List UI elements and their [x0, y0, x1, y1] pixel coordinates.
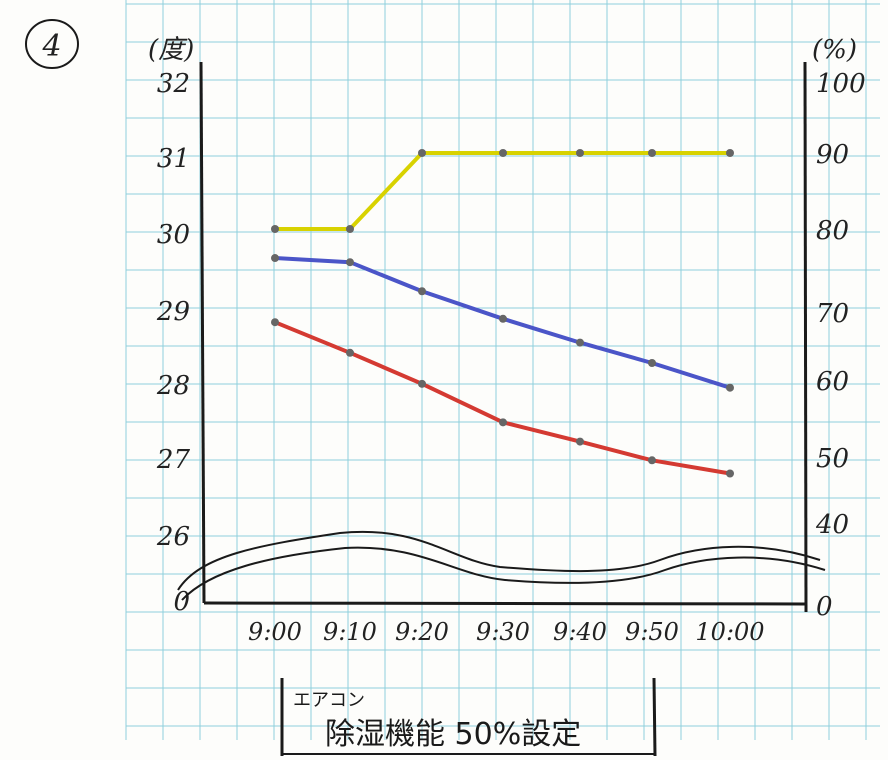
data-point-yellow: [648, 149, 656, 157]
data-point-blue: [576, 338, 584, 347]
wave-line-lower: [181, 546, 826, 601]
circled-number-badge: 4: [25, 19, 79, 69]
left-axis-tick-labels: 0 26 27 28 29 30 31 32: [156, 69, 191, 617]
series-line-red: [274, 320, 731, 476]
left-axis-line: [199, 61, 206, 604]
badge-number: 4: [41, 29, 61, 64]
caption-box: エアコン 除湿機能 50%設定: [279, 676, 657, 758]
left-tick-label: 26: [156, 522, 190, 552]
data-point-red: [576, 437, 584, 446]
data-point-yellow: [576, 149, 584, 157]
graph-paper-grid: [125, 0, 880, 740]
data-point-red: [271, 318, 279, 327]
data-point-blue: [648, 359, 656, 367]
left-tick-label: 32: [157, 69, 190, 99]
data-point-red: [418, 379, 426, 388]
right-tick-label: 80: [816, 216, 849, 246]
left-tick-label: 0: [173, 587, 190, 617]
data-point-blue: [271, 254, 279, 263]
x-tick-label: 9:10: [323, 618, 377, 646]
data-point-red: [499, 418, 507, 427]
data-point-yellow: [346, 225, 354, 233]
data-point-blue: [346, 258, 354, 267]
x-tick-label: 9:40: [553, 618, 607, 646]
left-tick-label: 29: [156, 297, 190, 327]
series-line-blue: [274, 256, 731, 390]
x-tick-label: 9:20: [395, 618, 449, 646]
data-point-red: [726, 469, 734, 478]
caption-small: エアコン: [293, 690, 365, 711]
data-point-red: [346, 348, 354, 357]
right-tick-label: 90: [816, 140, 849, 170]
data-point-blue: [726, 383, 734, 392]
right-tick-label: 0: [816, 592, 833, 622]
right-tick-label: 40: [815, 510, 849, 540]
x-tick-label: 9:50: [625, 618, 679, 646]
data-point-red: [648, 456, 656, 465]
caption-main: 除湿機能 50%設定: [325, 717, 581, 752]
right-tick-label: 100: [816, 69, 866, 99]
caption-frame: エアコン 除湿機能 50%設定: [280, 677, 657, 757]
left-axis-unit: (度): [148, 35, 194, 65]
wave-line-upper: [177, 530, 821, 591]
right-tick-label: 60: [816, 367, 849, 397]
data-point-yellow: [726, 149, 734, 157]
right-tick-label: 50: [816, 444, 849, 474]
series-layer: [271, 149, 734, 478]
series-line-yellow: [275, 151, 730, 231]
right-axis-unit: (%): [812, 35, 857, 65]
x-tick-label: 10:00: [695, 618, 764, 646]
left-tick-label: 28: [156, 371, 190, 401]
right-axis-tick-labels: 0 40 50 60 70 80 90 100: [815, 69, 866, 622]
data-point-blue: [499, 314, 507, 323]
data-point-blue: [418, 287, 426, 296]
left-tick-label: 30: [157, 220, 190, 250]
data-point-yellow: [499, 149, 507, 157]
x-tick-label: 9:30: [476, 618, 530, 646]
x-tick-label: 9:00: [248, 618, 302, 646]
right-tick-label: 70: [816, 299, 849, 329]
x-axis-line: [203, 601, 806, 606]
left-tick-label: 27: [156, 445, 191, 475]
x-axis-tick-labels: 9:00 9:10 9:20 9:30 9:40 9:50 10:00: [248, 618, 765, 646]
data-point-yellow: [418, 149, 426, 157]
left-tick-label: 31: [157, 144, 190, 174]
right-axis-line: [803, 61, 808, 613]
data-point-yellow: [271, 225, 279, 233]
